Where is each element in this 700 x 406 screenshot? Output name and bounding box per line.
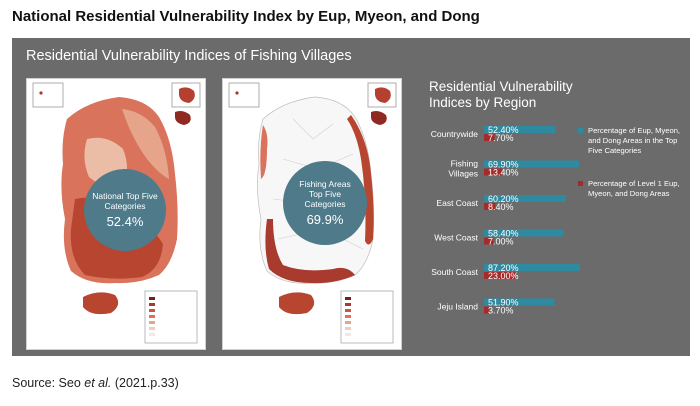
legend-swatch-level-one [578,181,583,186]
bar-top-five [484,160,580,168]
category-label: South Coast [431,267,478,277]
data-label-top-five: 60.20% [488,194,519,204]
bar-top-five [484,298,555,306]
bar-level-one [484,306,490,314]
bar-level-one [484,237,494,245]
legend-label-level-one: Percentage of Level 1 Eup, Myeon, and Do… [588,179,680,198]
data-label-level-one: 8.40% [488,202,514,212]
data-label-level-one: 3.70% [488,306,514,316]
legend-label-top-five: Percentage of Eup, Myeon, and Dong Areas… [588,126,681,155]
legend-swatch-top-five [578,128,583,133]
panel-title: Residential Vulnerability Indices of Fis… [26,48,352,64]
bar-level-one [484,134,495,141]
data-label-level-one: 13.40% [488,168,519,178]
chart-title: Residential Vulnerability Indices by Reg… [429,79,573,110]
data-label-top-five: 58.40% [488,229,519,239]
category-label: Fishing [451,159,479,169]
figure-title: National Residential Vulnerability Index… [12,8,480,25]
national-circle-value: 52.4% [106,214,144,229]
bar-top-five [484,195,566,202]
data-label-level-one: 7.70% [488,133,514,143]
data-label-top-five: 69.90% [488,160,519,170]
data-label-top-five: 51.90% [488,298,519,308]
national-map-card: National Top Five Categories 52.4% [26,78,206,350]
bar-level-one [484,168,503,176]
fishing-top-five-circle: Fishing Areas Top Five Categories 69.9% [283,161,367,245]
bar-top-five [484,229,564,237]
category-label: Countrywide [431,129,479,139]
data-label-level-one: 23.00% [488,271,519,281]
category-label: West Coast [434,233,478,243]
bar-top-five [484,126,556,133]
figure-panel: Residential Vulnerability Indices of Fis… [12,38,690,356]
bar-top-five [484,264,580,271]
source-note: Source: Seo et al. (2021.p.33) [12,376,179,390]
bar-level-one [484,272,516,279]
national-top-five-circle: National Top Five Categories 52.4% [84,169,166,251]
national-circle-label: National Top Five Categories [92,191,158,211]
bar-level-one [484,203,496,210]
fishing-circle-value: 69.9% [306,212,344,227]
category-label: Jeju Island [437,302,478,312]
category-label: Villages [448,169,478,179]
source-italic: et al. [84,376,112,390]
fishing-map-card: Fishing Areas Top Five Categories 69.9% [222,78,402,350]
data-label-level-one: 7.00% [488,237,514,247]
data-label-top-five: 52.40% [488,125,519,135]
data-label-top-five: 87.20% [488,263,519,273]
source-prefix: Source: Seo [12,376,85,390]
source-suffix: (2021.p.33) [111,376,179,390]
fishing-circle-label: Fishing Areas Top Five Categories [299,179,351,209]
category-label: East Coast [436,198,478,208]
